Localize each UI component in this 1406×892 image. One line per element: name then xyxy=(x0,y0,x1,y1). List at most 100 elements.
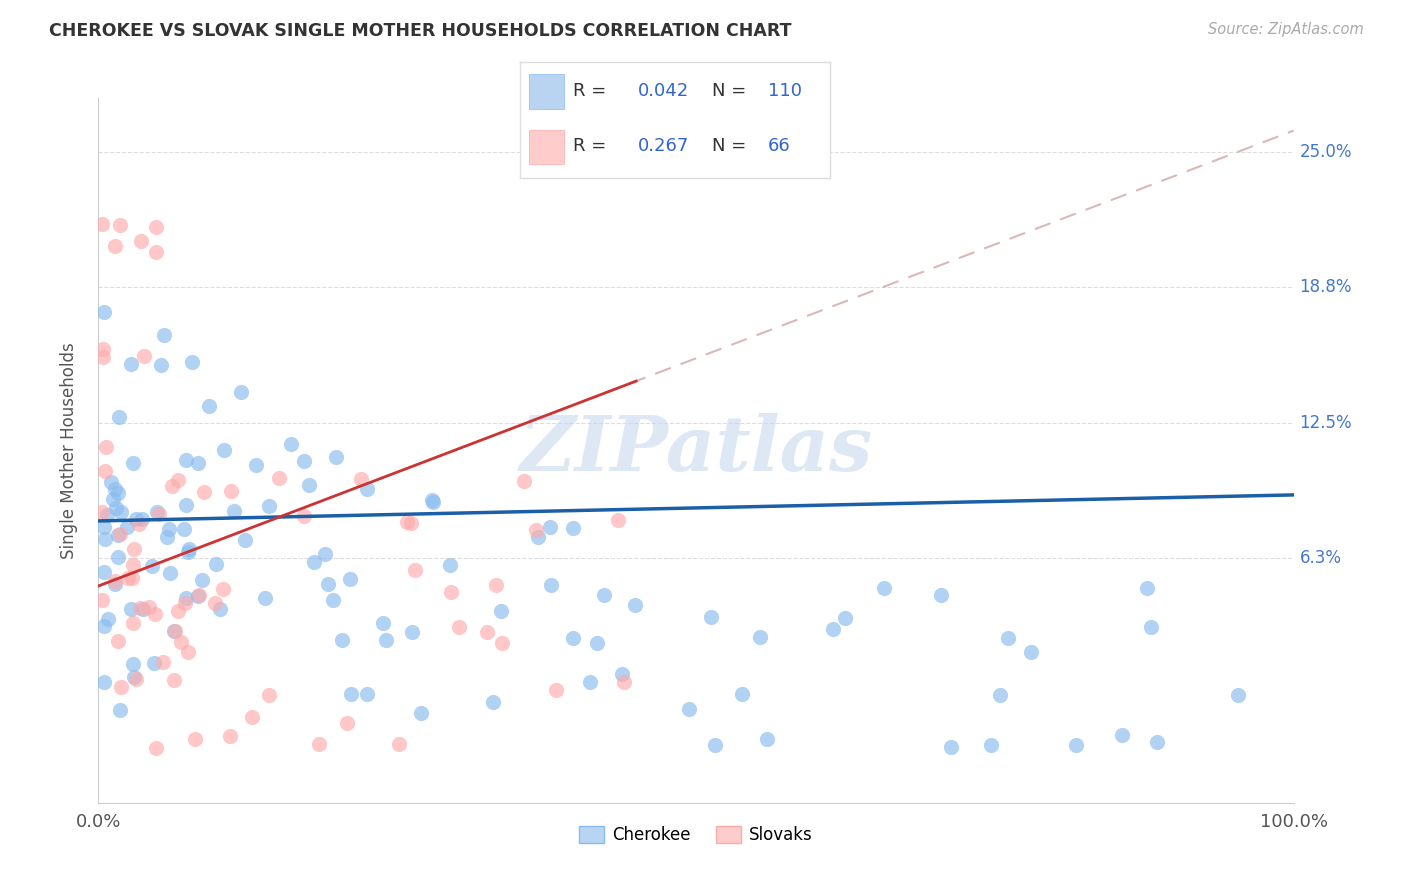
Point xyxy=(122,657,145,672)
Point xyxy=(399,516,422,530)
Point xyxy=(101,491,124,506)
Point xyxy=(120,601,142,615)
Point xyxy=(122,457,145,471)
Point xyxy=(544,682,567,697)
Text: 12.5%: 12.5% xyxy=(1299,415,1353,433)
Point xyxy=(834,611,856,625)
Point xyxy=(371,616,394,631)
Point xyxy=(585,636,607,650)
Point xyxy=(191,573,214,587)
Point xyxy=(91,592,114,607)
Point xyxy=(485,578,508,592)
Point xyxy=(166,473,188,487)
Point xyxy=(152,328,174,343)
Point xyxy=(1021,645,1043,659)
Point xyxy=(143,607,166,622)
Point xyxy=(91,217,114,231)
Point xyxy=(245,458,267,472)
Point xyxy=(212,582,235,596)
Point xyxy=(150,358,173,372)
Point xyxy=(606,513,628,527)
Point xyxy=(401,625,423,640)
Point xyxy=(148,507,170,521)
Point xyxy=(1064,738,1087,752)
Point xyxy=(197,400,219,414)
Point xyxy=(292,454,315,468)
Bar xyxy=(530,74,564,109)
Point xyxy=(122,558,145,573)
Point xyxy=(152,655,174,669)
Point xyxy=(422,493,444,508)
Point xyxy=(477,625,499,640)
Point xyxy=(103,574,125,589)
Point xyxy=(439,558,461,573)
Point xyxy=(703,739,725,753)
Point xyxy=(132,602,155,616)
Point xyxy=(107,528,129,542)
Point xyxy=(700,610,723,624)
Point xyxy=(440,585,463,599)
Point xyxy=(219,483,242,498)
Point xyxy=(142,656,165,670)
Point xyxy=(177,545,200,559)
Point xyxy=(174,591,197,606)
Point xyxy=(170,634,193,648)
Text: 6.3%: 6.3% xyxy=(1299,549,1341,566)
Point xyxy=(204,596,226,610)
Point xyxy=(187,589,209,603)
Point xyxy=(132,349,155,363)
Point xyxy=(229,385,252,400)
Point xyxy=(314,547,336,561)
Point xyxy=(214,443,236,458)
Point xyxy=(125,672,148,686)
Point xyxy=(115,519,138,533)
Text: N =: N = xyxy=(711,137,747,155)
Point xyxy=(325,450,347,464)
Point xyxy=(756,732,779,747)
Legend: Cherokee, Slovaks: Cherokee, Slovaks xyxy=(572,820,820,851)
Point xyxy=(163,673,186,688)
Point xyxy=(254,591,277,606)
Point xyxy=(240,710,263,724)
Point xyxy=(93,520,115,534)
Point xyxy=(125,511,148,525)
Point xyxy=(93,565,115,579)
Point xyxy=(138,600,160,615)
Point xyxy=(94,440,117,454)
Point xyxy=(141,559,163,574)
Point xyxy=(128,600,150,615)
Point xyxy=(538,520,561,534)
Point xyxy=(173,596,195,610)
Point xyxy=(1136,582,1159,596)
Point xyxy=(110,505,132,519)
Point xyxy=(562,521,585,535)
Point xyxy=(193,484,215,499)
Point xyxy=(121,616,143,631)
Point xyxy=(117,571,139,585)
Point xyxy=(404,563,426,577)
Point xyxy=(108,409,131,424)
Point xyxy=(187,588,209,602)
Point xyxy=(375,632,398,647)
Point xyxy=(482,695,505,709)
Point xyxy=(578,674,600,689)
Point xyxy=(181,354,204,368)
Point xyxy=(524,524,547,538)
Point xyxy=(91,343,114,357)
Point xyxy=(104,482,127,496)
Point xyxy=(308,737,330,751)
Point xyxy=(163,624,186,639)
Point xyxy=(562,631,585,645)
Point xyxy=(356,483,378,497)
Point xyxy=(257,688,280,702)
Point xyxy=(157,522,180,536)
Point xyxy=(422,495,444,509)
Point xyxy=(173,522,195,536)
Text: 25.0%: 25.0% xyxy=(1299,144,1353,161)
Point xyxy=(128,516,150,531)
Text: 0.042: 0.042 xyxy=(638,82,689,101)
Point xyxy=(339,572,361,586)
Point xyxy=(821,622,844,636)
Point xyxy=(540,578,562,592)
Point xyxy=(145,244,167,259)
